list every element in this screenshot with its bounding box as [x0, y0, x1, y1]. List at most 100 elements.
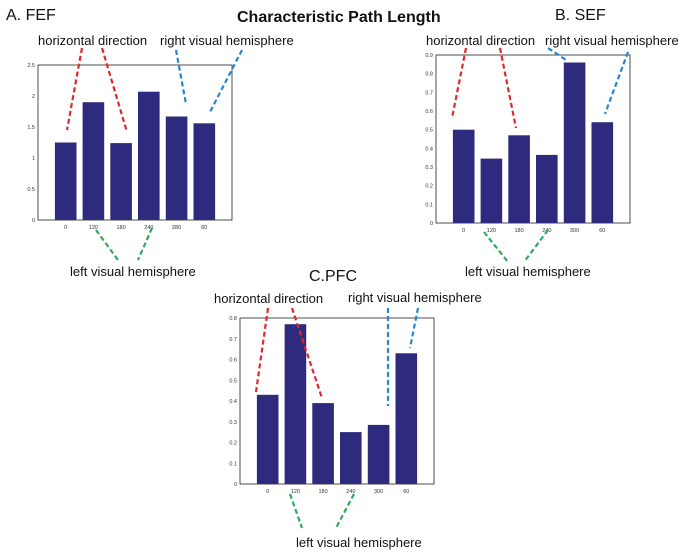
bar	[536, 154, 558, 223]
y-tick-label: 0.6	[229, 358, 237, 364]
x-tick-label: 60	[599, 228, 605, 234]
y-tick-label: 0.8	[425, 72, 433, 78]
x-tick-label: 240	[144, 225, 153, 231]
x-tick-label: 240	[346, 489, 355, 495]
x-tick-label: 60	[403, 489, 409, 495]
leader-lines	[450, 47, 630, 263]
panel-fef: A. FEF 0 120 180 240 280 60 0 0.5 1 1.5 2 2.5 horiz…	[6, 7, 294, 279]
x-tick-label: 120	[487, 228, 496, 234]
bar	[193, 123, 216, 220]
y-tick-label: 0.3	[425, 165, 433, 171]
bar	[138, 91, 160, 220]
bars	[256, 324, 418, 484]
bar	[395, 353, 418, 484]
right-leader-line	[547, 47, 567, 61]
horizontal-leader-line	[65, 47, 84, 131]
panel-sef: B. SEF 0 120 180 240 300 6000.10.20.30.40.50.…	[425, 7, 678, 279]
panel-title: C.PFC	[309, 268, 357, 285]
bar	[312, 403, 334, 484]
x-tick-label: 0	[64, 225, 67, 231]
y-tick-label: 1.5	[27, 125, 35, 131]
x-tick-label: 280	[172, 225, 181, 231]
y-tick-label: 0	[32, 218, 35, 224]
bar	[591, 122, 614, 223]
bar	[367, 424, 390, 484]
panel-title: B. SEF	[555, 7, 606, 24]
y-tick-label: 0.8	[229, 316, 237, 322]
right-leader-line	[209, 49, 243, 113]
axis-labels: 0 120 180 240 280 60 0 0.5 1 1.5 2 2.5	[27, 63, 207, 231]
panel-title: A. FEF	[6, 7, 56, 24]
left-hemisphere-label: left visual hemisphere	[296, 535, 422, 550]
x-tick-label: 180	[117, 225, 126, 231]
horizontal-leader-line	[450, 47, 468, 119]
x-tick-label: 180	[319, 489, 328, 495]
left-leader-line	[523, 229, 549, 263]
horizontal-leader-line	[100, 47, 129, 133]
right-hemisphere-label: right visual hemisphere	[545, 33, 679, 48]
left-hemisphere-label: left visual hemisphere	[70, 264, 196, 279]
y-tick-label: 0.2	[425, 184, 433, 190]
x-tick-label: 300	[570, 228, 579, 234]
bar	[508, 135, 530, 223]
x-tick-label: 0	[462, 228, 465, 234]
bar	[110, 143, 132, 220]
y-tick-label: 1	[32, 156, 35, 162]
bar	[284, 324, 307, 484]
y-tick-label: 0.6	[425, 109, 433, 115]
horizontal-direction-label: horizontal direction	[214, 291, 323, 306]
right-leader-line	[174, 49, 188, 105]
figure-title: Characteristic Path Length	[237, 9, 441, 26]
leader-lines	[254, 307, 420, 529]
panel-pfc: C.PFC 0 120 180 240 300 60 0 0.1 0.2 0.3 0.4 0.5 0.6…	[214, 268, 482, 550]
y-tick-label: 0.1	[229, 461, 237, 467]
bar	[563, 62, 586, 223]
y-tick-label: 0.3	[229, 420, 237, 426]
bars	[54, 91, 216, 220]
bar	[82, 102, 105, 220]
left-leader-line	[136, 227, 154, 261]
right-hemisphere-label: right visual hemisphere	[348, 290, 482, 305]
y-tick-label: 0.1	[425, 202, 433, 208]
bars	[452, 62, 614, 223]
y-tick-label: 0.7	[425, 90, 433, 96]
horizontal-leader-line	[254, 307, 270, 393]
right-hemisphere-label: right visual hemisphere	[160, 33, 294, 48]
left-leader-line	[483, 231, 509, 263]
y-tick-label: 0.4	[425, 146, 433, 152]
horizontal-leader-line	[498, 47, 518, 129]
x-tick-label: 120	[89, 225, 98, 231]
x-tick-label: 60	[201, 225, 207, 231]
y-tick-label: 0.4	[229, 399, 237, 405]
y-tick-label: 0.5	[27, 187, 35, 193]
bar	[480, 158, 503, 223]
bar	[340, 432, 362, 484]
bar	[452, 129, 475, 223]
x-tick-label: 300	[374, 489, 383, 495]
y-tick-label: 0	[430, 221, 433, 227]
x-tick-label: 120	[291, 489, 300, 495]
horizontal-direction-label: horizontal direction	[426, 33, 535, 48]
left-leader-line	[335, 493, 355, 529]
x-tick-label: 180	[515, 228, 524, 234]
y-tick-label: 0.7	[229, 337, 237, 343]
left-hemisphere-label: left visual hemisphere	[465, 264, 591, 279]
y-tick-label: 0.2	[229, 441, 237, 447]
y-tick-label: 0.9	[425, 53, 433, 59]
y-tick-label: 0.5	[425, 128, 433, 134]
right-leader-line	[603, 51, 630, 115]
bar	[165, 116, 188, 220]
axis-labels: 0 120 180 240 300 60 0 0.1 0.2 0.3 0.4 0.5 0.6 0.7 0.8	[229, 316, 409, 495]
bar	[256, 394, 279, 484]
y-tick-label: 2.5	[27, 63, 35, 69]
horizontal-direction-label: horizontal direction	[38, 33, 147, 48]
leader-lines	[65, 47, 243, 261]
x-tick-label: 0	[266, 489, 269, 495]
left-leader-line	[95, 229, 119, 261]
bar	[54, 142, 77, 220]
y-tick-label: 0.5	[229, 378, 237, 384]
right-leader-line	[408, 307, 420, 349]
y-tick-label: 0	[234, 482, 237, 488]
y-tick-label: 2	[32, 94, 35, 100]
